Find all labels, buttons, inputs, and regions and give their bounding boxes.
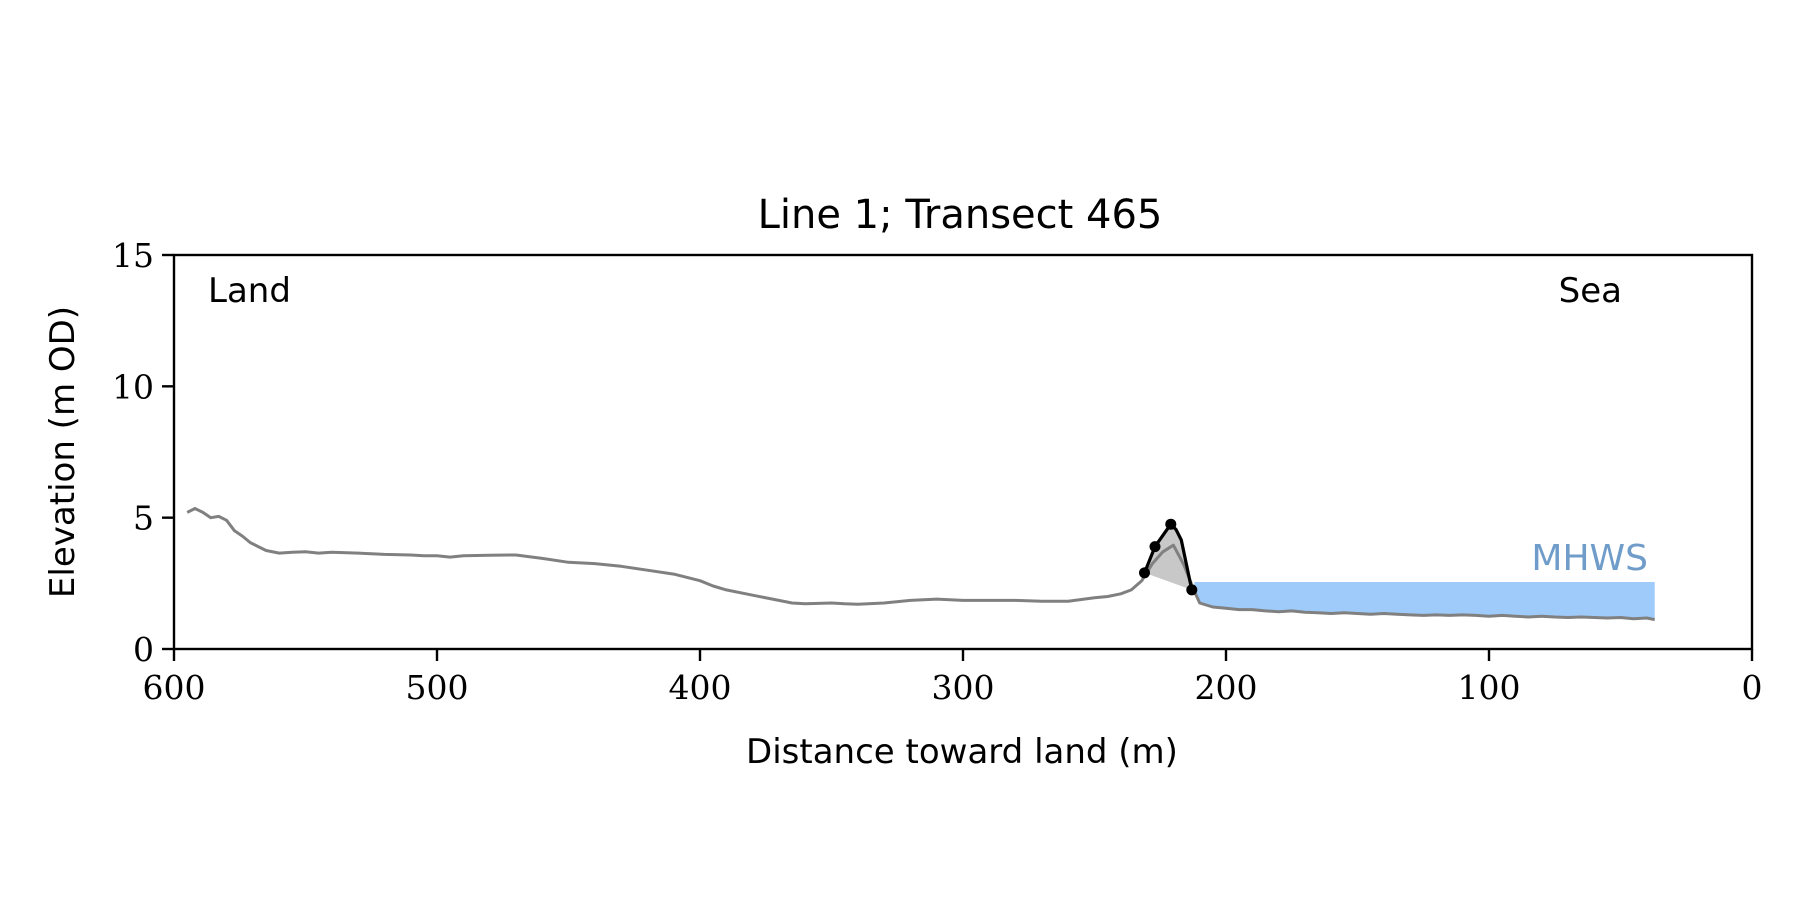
- dune-point: [1149, 541, 1161, 553]
- dune-point: [1139, 567, 1150, 579]
- profile-line: [186, 507, 1655, 622]
- y-axis-label: Elevation (m OD): [43, 306, 83, 598]
- y-tick-label: 0: [133, 630, 154, 669]
- x-axis-label: Distance toward land (m): [746, 732, 1178, 772]
- y-axis-ticks: 0 5 10 15: [112, 236, 174, 669]
- x-axis-ticks: 600 500 400 300 200 100 0: [143, 649, 1763, 707]
- chart-title: Line 1; Transect 465: [758, 192, 1163, 238]
- y-tick-label: 10: [112, 367, 154, 406]
- x-tick-label: 300: [932, 668, 995, 707]
- x-tick-label: 600: [143, 668, 206, 707]
- plot-area: [172, 253, 1754, 651]
- dune-point: [1186, 584, 1198, 596]
- dune-points-layer: [1139, 518, 1198, 596]
- dune-point: [1165, 518, 1177, 530]
- profile-layer: [186, 507, 1655, 622]
- x-tick-label: 400: [669, 668, 732, 707]
- land-label: Land: [208, 271, 291, 311]
- y-tick-label: 15: [112, 236, 154, 275]
- x-tick-label: 500: [406, 668, 469, 707]
- x-tick-label: 200: [1195, 668, 1258, 707]
- x-tick-label: 100: [1458, 668, 1521, 707]
- y-tick-label: 5: [133, 499, 154, 538]
- mhws-label: MHWS: [1531, 538, 1648, 579]
- mhws-water-area: [1194, 582, 1655, 620]
- water-layer: [1194, 582, 1655, 620]
- sea-label: Sea: [1559, 271, 1622, 311]
- x-tick-label: 0: [1742, 668, 1763, 707]
